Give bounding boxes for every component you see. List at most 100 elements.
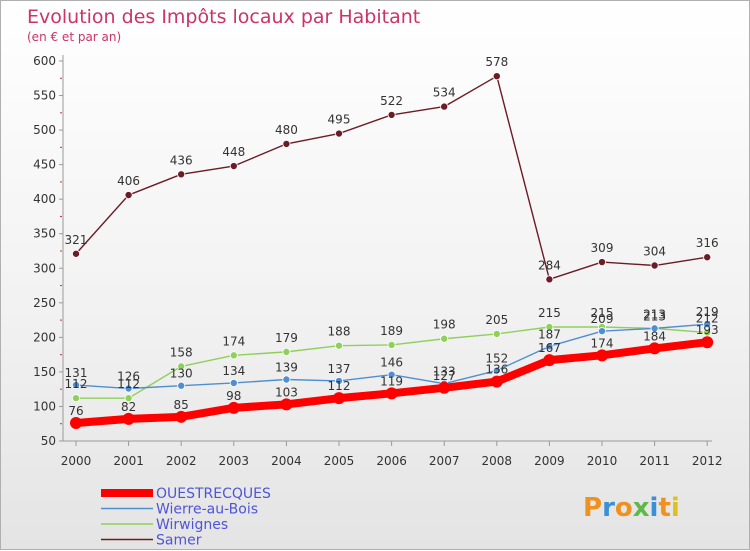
data-label: 167: [538, 341, 561, 355]
data-label: 309: [591, 241, 614, 255]
data-point: [596, 349, 608, 362]
chart-title: Evolution des Impôts locaux par Habitant: [27, 6, 420, 28]
data-labels-layer: 76 82 85 98 103 112 119 127 136 167 174 184 193 131 12…: [65, 55, 719, 418]
data-point: [333, 392, 345, 405]
data-label: 209: [591, 312, 614, 326]
y-tick-label: 450: [33, 158, 56, 172]
data-point: [227, 401, 240, 414]
data-point: [545, 275, 554, 284]
data-point: [387, 110, 396, 119]
data-point: [703, 328, 712, 337]
data-label: 184: [643, 329, 666, 343]
data-label: 534: [433, 86, 456, 100]
data-label: 131: [65, 366, 88, 380]
data-point: [440, 102, 449, 111]
legend-label: Samer: [156, 533, 202, 549]
y-tick-label: 50: [41, 434, 56, 448]
data-label: 112: [328, 379, 351, 393]
data-point: [701, 336, 714, 349]
data-label: 495: [328, 113, 351, 127]
data-label: 85: [174, 398, 189, 412]
data-label: 215: [538, 306, 561, 320]
y-tick-label: 200: [33, 330, 56, 344]
data-point: [282, 347, 291, 356]
data-label: 219: [696, 305, 719, 319]
data-label: 213: [643, 307, 666, 321]
data-label: 82: [121, 400, 136, 414]
data-point: [229, 378, 238, 387]
y-tick-label: 400: [33, 192, 56, 206]
data-point: [703, 320, 712, 329]
chart-subtitle: (en € et par an): [27, 30, 121, 44]
data-label: 212: [696, 312, 719, 326]
data-label: 316: [696, 236, 719, 250]
data-label: 193: [696, 323, 719, 337]
legend-label: Wirwignes: [156, 517, 228, 533]
data-point: [72, 394, 81, 403]
data-label: 126: [117, 369, 140, 383]
data-label: 130: [170, 367, 193, 381]
y-tick-label: 300: [33, 261, 56, 275]
data-point: [177, 362, 186, 371]
x-tick-label: 2006: [376, 454, 407, 468]
axes: 50 100 150 200 250 300 350 400 450 500 550 600 2000 2…: [33, 54, 722, 468]
y-tick-label: 100: [33, 399, 56, 413]
x-tick-label: 2009: [534, 454, 565, 468]
data-label: 137: [328, 362, 351, 376]
data-point: [229, 351, 238, 360]
data-point: [334, 376, 343, 385]
data-label: 522: [380, 94, 403, 108]
data-point: [543, 354, 556, 367]
legend-label: OUESTRECQUES: [156, 486, 271, 502]
data-label: 98: [226, 389, 241, 403]
data-label: 76: [68, 404, 83, 418]
data-point: [385, 387, 398, 400]
logo-letter: o: [615, 493, 633, 523]
legend-label: Wierre-au-Bois: [156, 502, 258, 518]
data-label: 205: [485, 313, 508, 327]
logo-letter: i: [671, 493, 680, 523]
y-tick-label: 500: [33, 123, 56, 137]
data-label: 480: [275, 123, 298, 137]
data-label: 139: [275, 361, 298, 375]
data-point: [124, 191, 133, 200]
data-point: [122, 412, 135, 425]
y-tick-label: 250: [33, 296, 56, 310]
data-point: [440, 334, 449, 343]
data-point: [124, 384, 133, 393]
data-point: [598, 258, 607, 267]
data-point: [177, 170, 186, 179]
proxiti-logo: Proxiti: [583, 493, 680, 523]
logo-letter: r: [602, 493, 615, 523]
data-point: [387, 340, 396, 349]
data-label: 189: [380, 324, 403, 338]
data-point: [438, 381, 451, 394]
data-label: 174: [591, 336, 614, 350]
logo-letter: i: [650, 493, 659, 523]
data-point: [175, 410, 188, 423]
x-tick-label: 2002: [166, 454, 197, 468]
logo-letter: t: [658, 493, 670, 523]
data-label: 284: [538, 258, 561, 272]
data-point: [70, 417, 82, 430]
series-layer: [70, 72, 714, 430]
data-label: 198: [433, 318, 456, 332]
data-point: [545, 342, 554, 351]
data-label: 112: [117, 377, 140, 391]
x-tick-label: 2001: [113, 454, 144, 468]
data-point: [492, 329, 501, 338]
y-tick-label: 600: [33, 54, 56, 68]
data-label: 213: [643, 309, 666, 323]
data-point: [650, 324, 659, 333]
data-label: 578: [485, 55, 508, 69]
y-tick-label: 350: [33, 227, 56, 241]
data-point: [280, 398, 293, 411]
x-tick-label: 2011: [639, 454, 670, 468]
data-label: 174: [222, 334, 245, 348]
data-point: [650, 261, 659, 270]
data-point: [124, 394, 133, 403]
x-tick-label: 2008: [482, 454, 513, 468]
data-label: 187: [538, 327, 561, 341]
